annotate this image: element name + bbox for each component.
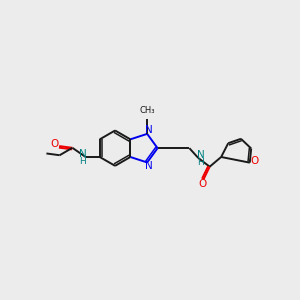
Text: CH₃: CH₃ [140,106,155,115]
Text: O: O [250,156,258,167]
Text: O: O [198,178,206,189]
Text: N: N [145,161,152,171]
Text: H: H [79,157,86,166]
Text: H: H [197,158,204,167]
Text: O: O [51,139,59,148]
Text: N: N [145,125,152,135]
Text: N: N [79,148,87,159]
Text: N: N [197,150,205,160]
